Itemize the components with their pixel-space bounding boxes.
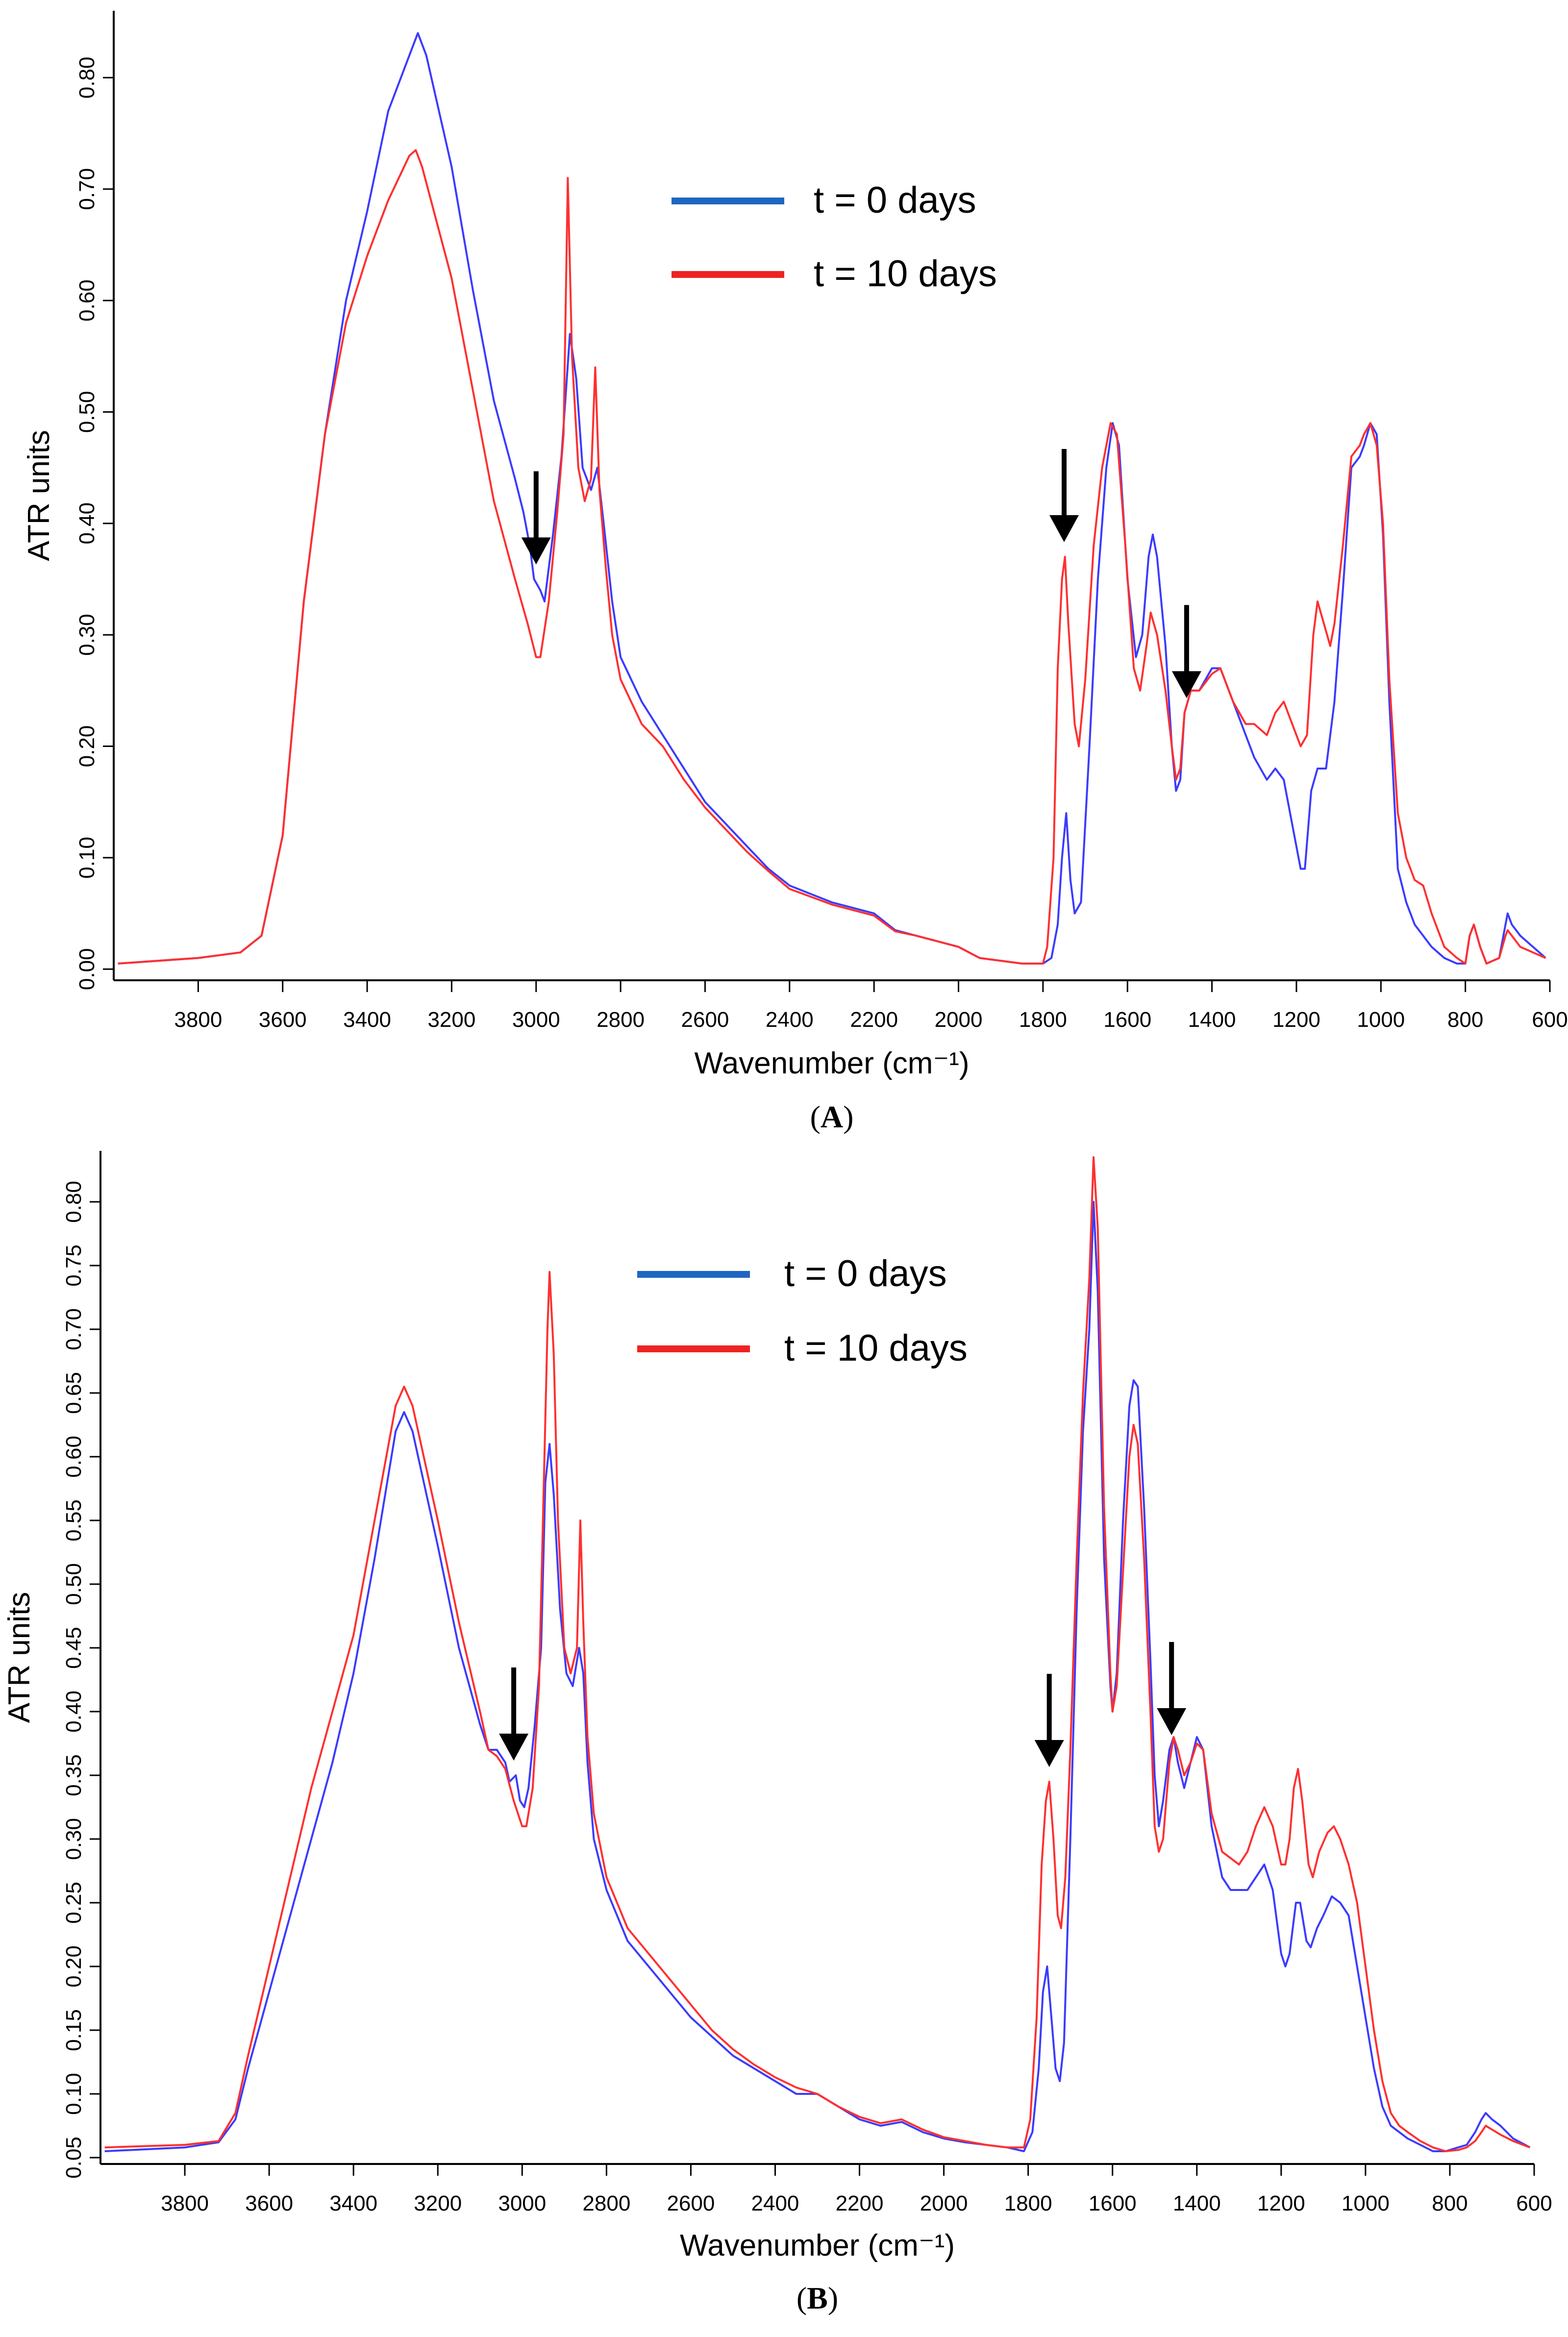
x-tick-label: 3200 [427, 1008, 475, 1032]
y-tick-label: 0.40 [75, 502, 99, 545]
x-tick-label: 3600 [245, 2191, 293, 2215]
x-tick-label: 800 [1432, 2191, 1468, 2215]
x-tick-label: 3400 [343, 1008, 391, 1032]
x-tick-label: 1800 [1019, 1008, 1067, 1032]
y-tick-label: 0.20 [75, 725, 99, 768]
x-tick-label: 2000 [935, 1008, 983, 1032]
x-tick-label: 2400 [751, 2191, 799, 2215]
series-line-t10 [104, 1156, 1531, 2152]
y-tick-label: 0.15 [62, 2009, 86, 2051]
legend-label: t = 0 days [814, 179, 976, 221]
x-tick-label: 1200 [1257, 2191, 1305, 2215]
x-tick-label: 2600 [681, 1008, 729, 1032]
x-tick-label: 1800 [1004, 2191, 1052, 2215]
y-axis-title: ATR units [2, 1592, 36, 1723]
arrow-marker [1049, 449, 1079, 543]
y-axis-title: ATR units [22, 430, 56, 561]
x-tick-label: 2800 [597, 1008, 645, 1032]
y-tick-label: 0.65 [62, 1372, 86, 1414]
panel-label: (A) [810, 1099, 854, 1134]
y-tick-label: 0.05 [62, 2137, 86, 2179]
y-tick-label: 0.60 [75, 279, 99, 322]
arrow-head [521, 537, 551, 565]
x-tick-label: 1000 [1342, 2191, 1390, 2215]
x-tick-label: 3200 [414, 2191, 462, 2215]
arrow-marker [1157, 1642, 1187, 1735]
x-tick-label: 2600 [667, 2191, 715, 2215]
x-tick-label: 2200 [836, 2191, 884, 2215]
panel-label: (B) [796, 2281, 838, 2315]
y-tick-label: 0.00 [75, 948, 99, 990]
legend-item-t10: t = 10 days [637, 1327, 968, 1369]
legend-label: t = 10 days [814, 253, 997, 295]
x-axis-title: Wavenumber (cm⁻¹) [695, 1046, 970, 1080]
x-tick-label: 1400 [1188, 1008, 1236, 1032]
arrow-marker [521, 471, 551, 565]
y-tick-label: 0.35 [62, 1754, 86, 1796]
y-tick-label: 0.25 [62, 1882, 86, 1924]
arrow-marker [1034, 1674, 1064, 1767]
y-tick-label: 0.10 [75, 837, 99, 879]
legend-item-t0: t = 0 days [637, 1253, 947, 1294]
x-tick-label: 1600 [1103, 1008, 1151, 1032]
arrow-marker [1171, 605, 1201, 698]
chart-panel-a: 3800 3600 3400 3200 3000 2800 2600 2400 2200 2000… [22, 11, 1568, 1134]
legend-item-t0: t = 0 days [672, 179, 976, 221]
x-tick-label: 1400 [1173, 2191, 1221, 2215]
y-tick-label: 0.45 [62, 1627, 86, 1669]
x-tick-label: 3800 [161, 2191, 209, 2215]
x-tick-label: 2400 [766, 1008, 814, 1032]
y-tick-label: 0.55 [62, 1499, 86, 1541]
arrow-head [1049, 515, 1079, 543]
y-tick-label: 0.30 [75, 614, 99, 656]
legend-item-t10: t = 10 days [672, 253, 997, 295]
y-tick-label: 0.10 [62, 2073, 86, 2115]
arrow-head [1034, 1740, 1064, 1767]
y-tick-label: 0.70 [62, 1308, 86, 1350]
y-tick-label: 0.70 [75, 168, 99, 210]
x-tick-label: 600 [1516, 2191, 1552, 2215]
legend-label: t = 10 days [784, 1327, 968, 1369]
x-tick-label: 1000 [1357, 1008, 1405, 1032]
legend: t = 0 days t = 10 days [637, 1253, 968, 1369]
y-tick-label: 0.75 [62, 1244, 86, 1287]
y-tick-label: 0.20 [62, 1945, 86, 1988]
x-tick-label: 1200 [1272, 1008, 1320, 1032]
y-tick-label: 0.50 [75, 391, 99, 433]
x-tick-label: 2800 [582, 2191, 630, 2215]
x-tick-label: 3000 [512, 1008, 560, 1032]
y-tick-label: 0.80 [62, 1181, 86, 1223]
x-tick-label: 3400 [329, 2191, 377, 2215]
y-tick-label: 0.40 [62, 1691, 86, 1733]
y-tick-label: 0.80 [75, 57, 99, 99]
series-line-t0 [104, 1201, 1531, 2152]
arrow-marker [499, 1667, 529, 1761]
x-tick-label: 2000 [920, 2191, 968, 2215]
x-tick-label: 600 [1532, 1008, 1568, 1032]
x-tick-label: 800 [1447, 1008, 1483, 1032]
x-tick-label: 2200 [850, 1008, 898, 1032]
legend: t = 0 days t = 10 days [672, 179, 997, 295]
x-tick-label: 3000 [498, 2191, 546, 2215]
series-line-t10 [118, 149, 1546, 965]
y-tick-label: 0.60 [62, 1436, 86, 1478]
x-axis-title: Wavenumber (cm⁻¹) [680, 2229, 955, 2262]
x-tick-label: 3600 [259, 1008, 307, 1032]
x-tick-label: 3800 [174, 1008, 222, 1032]
legend-label: t = 0 days [784, 1253, 947, 1294]
arrow-head [1171, 671, 1201, 698]
arrow-head [1157, 1708, 1187, 1735]
arrow-head [499, 1734, 529, 1761]
y-tick-label: 0.30 [62, 1818, 86, 1860]
chart-panel-b: 3800 3600 3400 3200 3000 2800 2600 2400 2200 2000… [2, 1151, 1552, 2315]
x-tick-label: 1600 [1089, 2191, 1137, 2215]
y-tick-label: 0.50 [62, 1563, 86, 1605]
series-line-t0 [118, 32, 1546, 965]
